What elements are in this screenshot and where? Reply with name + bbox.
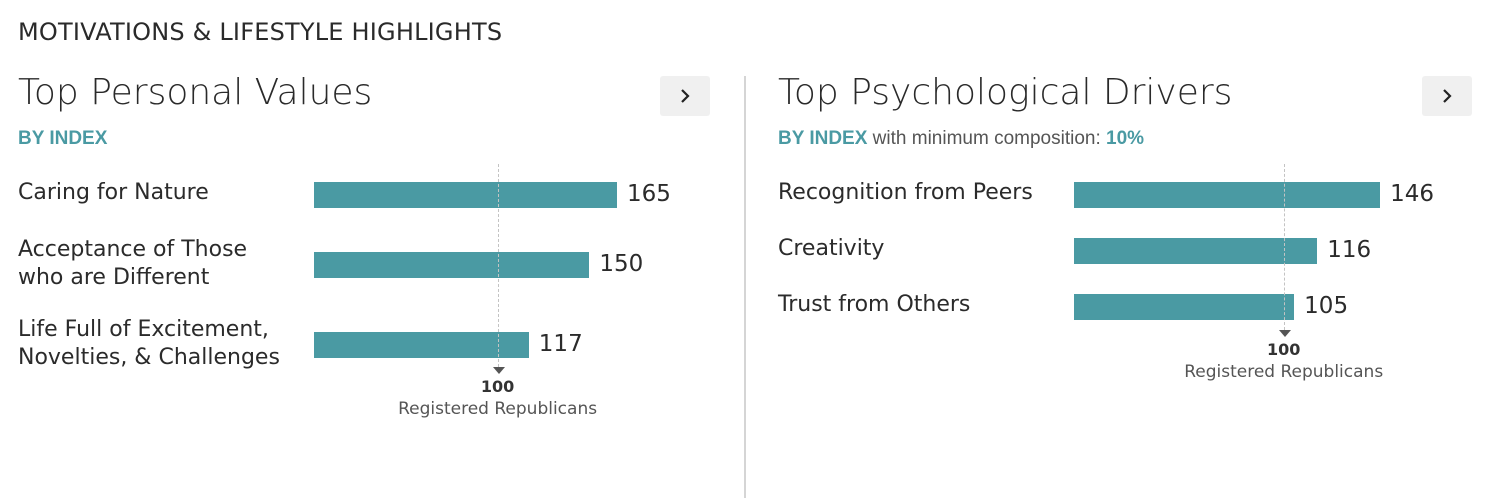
category-label: Life Full of Excitement, Novelties, & Ch… bbox=[18, 317, 280, 370]
personal-values-panel: Top Personal Values BY INDEX Caring for … bbox=[18, 72, 718, 498]
subtitle-value: 10% bbox=[1106, 128, 1145, 149]
subtitle-accent: BY INDEX bbox=[778, 128, 868, 149]
reference-label: Registered Republicans bbox=[1184, 362, 1384, 382]
bar[interactable] bbox=[1074, 182, 1381, 208]
reference-value: 100 bbox=[480, 377, 515, 396]
next-button[interactable] bbox=[660, 76, 710, 116]
category-label: Trust from Others bbox=[778, 292, 971, 317]
reference-marker-icon bbox=[1278, 330, 1291, 337]
bar-value-label: 146 bbox=[1390, 181, 1435, 207]
subtitle-accent: BY INDEX bbox=[18, 128, 108, 149]
chevron-right-icon bbox=[1443, 89, 1452, 103]
panel-divider bbox=[744, 76, 746, 498]
bar[interactable] bbox=[1074, 294, 1295, 320]
category-label: Acceptance of Those who are Different bbox=[18, 237, 248, 290]
panel-subtitle: BY INDEX bbox=[18, 128, 107, 150]
bar[interactable] bbox=[314, 332, 529, 358]
category-label: Recognition from Peers bbox=[778, 180, 1033, 205]
reference-value: 100 bbox=[1266, 340, 1301, 359]
chevron-right-icon bbox=[681, 89, 690, 103]
subtitle-text: with minimum composition: bbox=[867, 128, 1107, 149]
bar-value-label: 165 bbox=[626, 181, 671, 207]
bar-value-label: 117 bbox=[538, 331, 583, 357]
category-label: Creativity bbox=[778, 236, 885, 261]
category-label: Caring for Nature bbox=[18, 180, 209, 205]
panel-subtitle: BY INDEX with minimum composition: 10% bbox=[778, 128, 1144, 150]
bar[interactable] bbox=[314, 252, 590, 278]
section-title: MOTIVATIONS & LIFESTYLE HIGHLIGHTS bbox=[18, 18, 503, 46]
reference-label: Registered Republicans bbox=[398, 399, 598, 419]
next-button[interactable] bbox=[1422, 76, 1472, 116]
panel-title: Top Personal Values bbox=[18, 72, 373, 113]
reference-line bbox=[497, 164, 499, 367]
reference-line bbox=[1283, 164, 1285, 330]
psychological-drivers-panel: Top Psychological Drivers BY INDEX with … bbox=[778, 72, 1478, 498]
bar[interactable] bbox=[314, 182, 617, 208]
bar[interactable] bbox=[1074, 238, 1318, 264]
reference-marker-icon bbox=[492, 367, 505, 374]
bar-value-label: 150 bbox=[599, 251, 644, 277]
panel-title: Top Psychological Drivers bbox=[778, 72, 1233, 113]
bar-value-label: 116 bbox=[1327, 237, 1372, 263]
bar-value-label: 105 bbox=[1304, 293, 1349, 319]
